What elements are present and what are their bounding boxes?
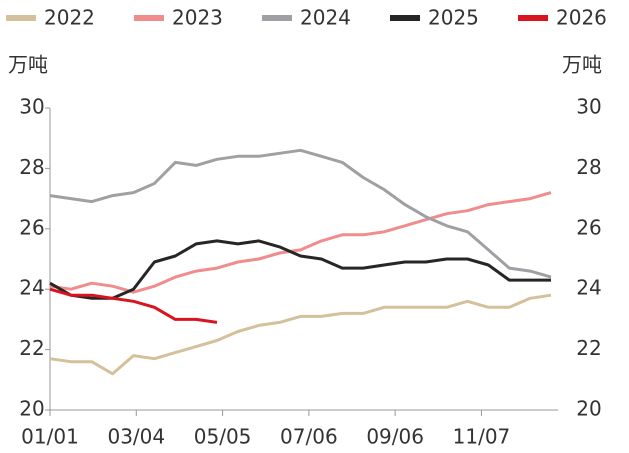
legend-label: 2025 — [428, 6, 479, 30]
y2-tick-label: 30 — [576, 95, 601, 119]
y-tick-label: 20 — [19, 397, 44, 421]
legend-label: 2023 — [172, 6, 223, 30]
y2-tick-label: 26 — [576, 215, 601, 239]
y-tick-label: 24 — [19, 276, 44, 300]
x-tick-label: 01/01 — [21, 425, 79, 449]
legend-label: 2026 — [556, 6, 607, 30]
x-tick-label: 03/04 — [107, 425, 165, 449]
x-tick-label: 05/05 — [194, 425, 252, 449]
y2-tick-label: 28 — [576, 155, 601, 179]
legend-label: 2024 — [300, 6, 351, 30]
series-line — [49, 148, 552, 279]
x-tick-label: 11/07 — [453, 425, 511, 449]
x-tick-label: 07/06 — [280, 425, 338, 449]
y2-tick-label: 22 — [576, 336, 601, 360]
y-tick-label: 30 — [19, 95, 44, 119]
y2-axis-unit: 万吨 — [562, 53, 602, 77]
series-line — [49, 293, 552, 376]
y-axis-unit: 万吨 — [8, 53, 48, 77]
x-tick-label: 09/06 — [366, 425, 424, 449]
legend-label: 2022 — [44, 6, 95, 30]
y2-tick-label: 24 — [576, 276, 601, 300]
series-line — [49, 239, 551, 300]
y-tick-label: 22 — [19, 336, 44, 360]
y-tick-label: 28 — [19, 155, 44, 179]
series-line — [49, 287, 218, 324]
series-line — [49, 191, 552, 294]
y-tick-label: 26 — [19, 215, 44, 239]
y2-tick-label: 20 — [576, 397, 601, 421]
